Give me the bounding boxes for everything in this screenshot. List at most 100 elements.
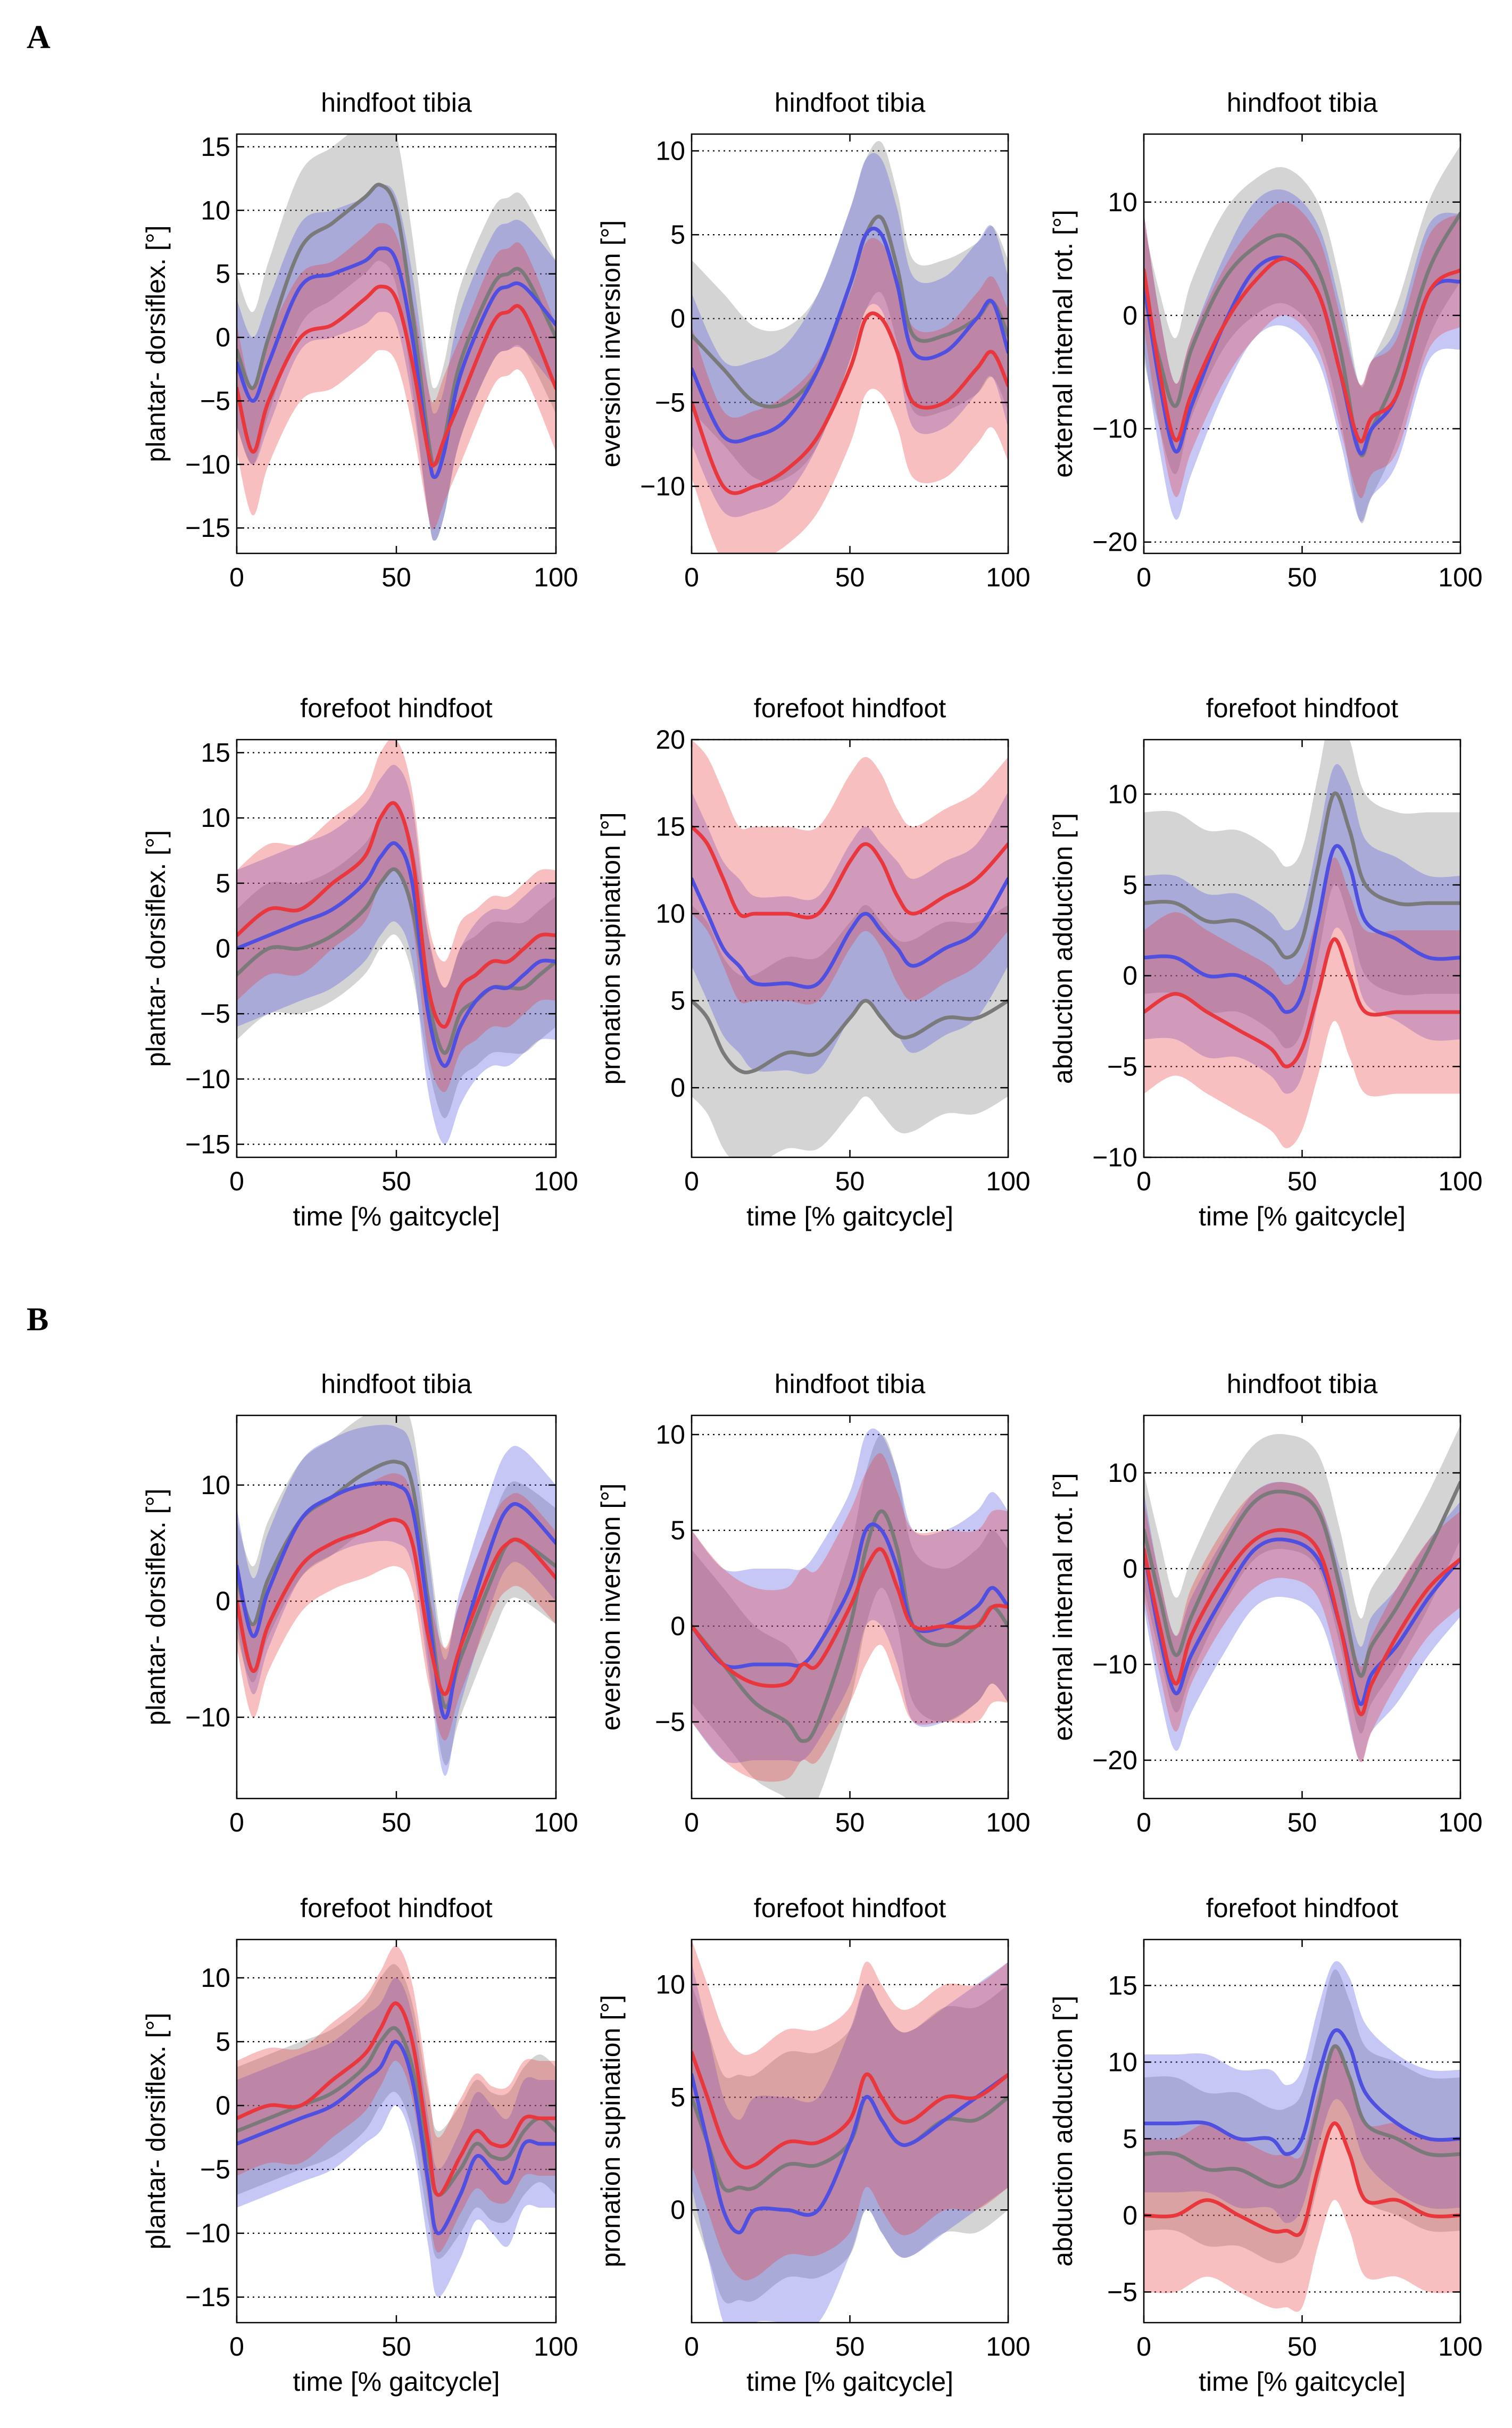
chart-title: forefoot hindfoot — [754, 693, 946, 723]
y-tick-label: −5 — [200, 386, 230, 416]
gray-mean-line — [692, 999, 1008, 1075]
plot-area — [1144, 1961, 1460, 2312]
gray-mean-line — [1144, 2044, 1460, 2189]
plot-area — [692, 141, 1008, 553]
red-sd-band — [1144, 202, 1460, 499]
chart-title: hindfoot tibia — [321, 88, 472, 118]
x-tick-label: 50 — [835, 562, 865, 592]
gray-sd-band — [692, 141, 1008, 483]
y-tick-label: −5 — [655, 387, 685, 417]
gray-mean-line — [237, 1460, 556, 1709]
y-tick-label: 0 — [1123, 2200, 1137, 2230]
y-axis-label: plantar- dorsiflex. [°] — [141, 830, 171, 1067]
x-tick-label: 50 — [381, 1808, 411, 1837]
gray-sd-band — [692, 905, 1008, 1157]
red-mean-line — [1144, 937, 1460, 1068]
y-tick-label: 10 — [201, 803, 230, 833]
red-sd-band — [237, 223, 556, 529]
y-tick-label: 5 — [1123, 870, 1137, 900]
x-tick-label: 0 — [229, 1166, 244, 1196]
y-tick-label: 10 — [655, 1420, 685, 1449]
blue-mean-line — [1144, 2028, 1460, 2156]
x-axis-label: time [% gaitcycle] — [293, 1201, 500, 1231]
plot-area — [1144, 145, 1460, 524]
y-tick-label: 5 — [215, 868, 230, 898]
y-tick-label: 0 — [215, 1586, 230, 1616]
x-tick-label: 50 — [1287, 562, 1317, 592]
red-mean-line — [1144, 1528, 1460, 1717]
plot-area — [237, 740, 556, 1145]
chart-title: forefoot hindfoot — [1206, 693, 1398, 723]
gray-mean-line — [692, 214, 1008, 409]
y-tick-label: 10 — [1108, 187, 1137, 217]
x-tick-label: 50 — [835, 1166, 865, 1196]
blue-mean-line — [1144, 844, 1460, 1014]
panel-label-b: B — [27, 1302, 48, 1338]
plot-area — [692, 1428, 1008, 1799]
y-tick-label: 15 — [655, 812, 685, 842]
x-tick-label: 100 — [534, 1808, 578, 1837]
y-tick-label: 10 — [201, 1963, 230, 1993]
x-tick-label: 0 — [684, 562, 699, 592]
blue-mean-line — [237, 841, 556, 1068]
y-tick-label: 15 — [201, 132, 230, 162]
y-tick-label: 0 — [670, 304, 685, 334]
x-tick-label: 100 — [986, 2332, 1030, 2361]
red-mean-line — [237, 2001, 556, 2197]
y-tick-label: −15 — [185, 513, 230, 543]
x-tick-label: 0 — [1136, 2332, 1151, 2361]
chart-title: forefoot hindfoot — [300, 693, 492, 723]
y-tick-label: 0 — [670, 1073, 685, 1103]
x-axis-label: time [% gaitcycle] — [746, 1201, 953, 1231]
y-tick-label: 10 — [655, 899, 685, 929]
x-tick-label: 100 — [534, 2332, 578, 2361]
x-tick-label: 100 — [986, 1808, 1030, 1837]
red-sd-band — [692, 740, 1008, 1005]
blue-mean-line — [692, 1522, 1008, 1669]
x-tick-label: 50 — [381, 562, 411, 592]
blue-mean-line — [1144, 1537, 1460, 1706]
chart-1: −15 −10 −5 0 5 10 15 0 50 100 hindfoot tibia planta… — [141, 88, 578, 592]
blue-mean-line — [692, 226, 1008, 444]
y-tick-label: −5 — [200, 999, 230, 1029]
gray-mean-line — [237, 2026, 556, 2197]
y-axis-label: plantar- dorsiflex. [°] — [141, 225, 171, 462]
y-tick-label: −10 — [1092, 1650, 1137, 1679]
plot-area — [237, 134, 556, 541]
y-axis-label: eversion inversion [°] — [596, 1484, 626, 1731]
x-tick-label: 50 — [835, 1808, 865, 1837]
y-tick-label: −10 — [1092, 414, 1137, 444]
y-axis-label: pronation supination [°] — [596, 812, 626, 1084]
red-sd-band — [692, 1453, 1008, 1782]
gray-mean-line — [1144, 791, 1460, 960]
x-tick-label: 100 — [986, 1166, 1030, 1196]
chart-title: forefoot hindfoot — [300, 1893, 492, 1923]
y-tick-label: −10 — [185, 1064, 230, 1094]
y-tick-label: 10 — [655, 136, 685, 166]
gray-sd-band — [1144, 1969, 1460, 2264]
y-tick-label: 15 — [201, 738, 230, 768]
x-tick-label: 100 — [534, 562, 578, 592]
y-tick-label: −10 — [185, 1702, 230, 1732]
y-tick-label: 0 — [1123, 961, 1137, 991]
gray-sd-band — [1144, 145, 1460, 524]
red-mean-line — [692, 825, 1008, 919]
red-mean-line — [692, 1547, 1008, 1688]
blue-mean-line — [237, 1481, 556, 1720]
blue-sd-band — [1144, 1961, 1460, 2223]
red-mean-line — [692, 311, 1008, 495]
x-axis-label: time [% gaitcycle] — [1199, 1201, 1406, 1231]
y-tick-label: 0 — [670, 1611, 685, 1641]
red-sd-band — [1144, 2046, 1460, 2312]
plot-area — [692, 740, 1008, 1157]
x-tick-label: 0 — [229, 1808, 244, 1837]
blue-sd-band — [237, 1977, 556, 2298]
plot-area — [237, 1945, 556, 2298]
x-tick-label: 50 — [381, 2332, 411, 2361]
red-mean-line — [1144, 2122, 1460, 2238]
blue-sd-band — [692, 1428, 1008, 1763]
